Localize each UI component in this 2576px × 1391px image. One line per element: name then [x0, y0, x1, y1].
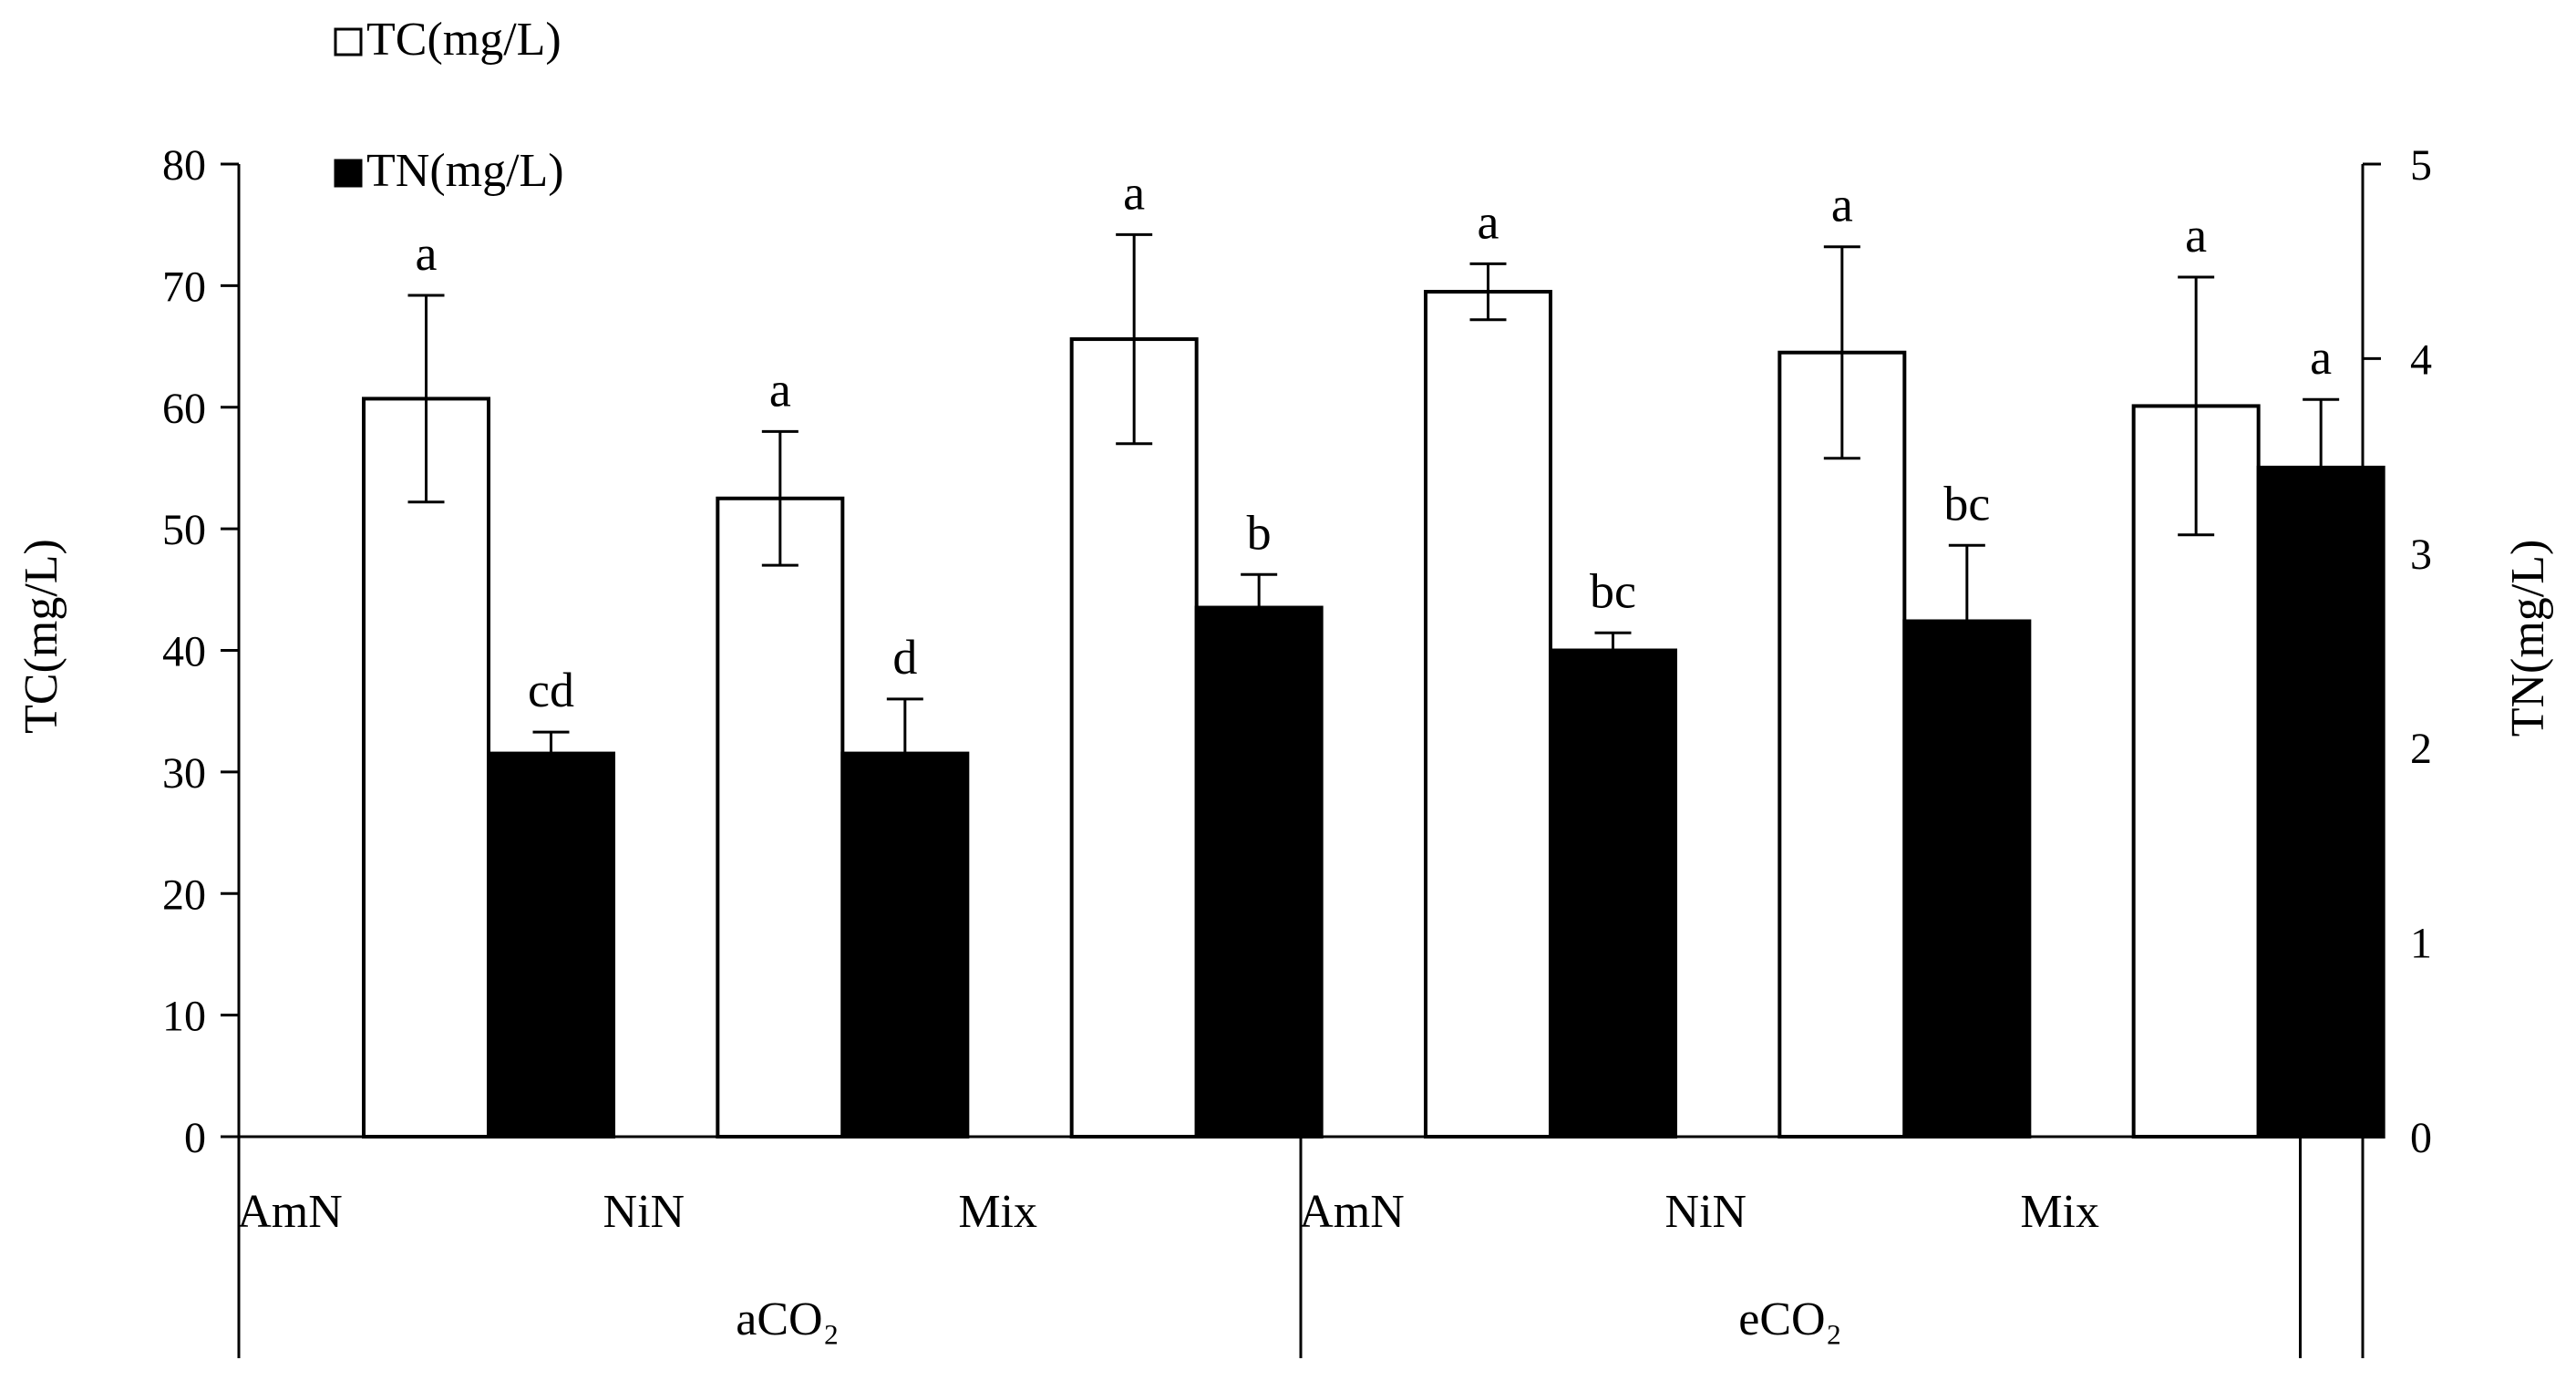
legend-swatch-tc	[334, 27, 363, 57]
y-tick-label-right-4: 4	[2410, 335, 2432, 384]
tn-letter-6: a	[2310, 330, 2332, 385]
group-label-aco2: aCO₂	[736, 1293, 839, 1345]
legend-label-tn: TN(mg/L)	[366, 145, 564, 197]
tn-letter-5: bc	[1943, 476, 1990, 531]
tn-letter-3: b	[1247, 505, 1272, 560]
tn-letter-2: d	[892, 630, 917, 685]
tn-letter-4: bc	[1590, 563, 1636, 618]
tn-bar-3	[1194, 605, 1324, 1139]
tc-letter-2: a	[769, 362, 791, 417]
tc-letter-5: a	[1831, 178, 1853, 232]
y-tick-label-left-70: 70	[162, 263, 206, 311]
tc-bar-5	[1777, 350, 1907, 1139]
tn-letter-1: cd	[528, 663, 574, 717]
tc-bar-2	[716, 496, 845, 1139]
tc-letter-1: a	[416, 226, 438, 281]
significance-letters: a cd a d a b a bc a bc a a	[416, 165, 2333, 717]
tn-bar-2	[840, 751, 970, 1139]
tc-bar-3	[1069, 337, 1199, 1139]
y-tick-label-right-3: 3	[2410, 531, 2432, 579]
y-tick-label-left-30: 30	[162, 749, 206, 798]
legend-swatch-tn	[334, 159, 363, 188]
legend-label-tc: TC(mg/L)	[366, 14, 562, 66]
group-label-eco2: eCO₂	[1738, 1293, 1841, 1345]
tn-bar-6	[2256, 465, 2385, 1139]
y-tick-label-left-40: 40	[162, 628, 206, 676]
category-label-4: AmN	[1299, 1186, 1405, 1238]
y-tick-label-right-5: 5	[2410, 141, 2432, 190]
tc-letter-4: a	[1478, 194, 1499, 249]
y-tick-label-left-0: 0	[184, 1114, 206, 1162]
tick-labels: 0 10 20 30 40 50 60 70 80 0 1 2 3 4 5	[162, 141, 2432, 1162]
y-axis-title-right: TN(mg/L)	[2502, 540, 2554, 737]
tc-bar-4	[1424, 290, 1552, 1139]
tc-letter-6: a	[2185, 208, 2207, 263]
tn-bar-5	[1902, 619, 2032, 1139]
category-label-2: NiN	[603, 1186, 685, 1238]
legend: TC(mg/L) TN(mg/L)	[334, 14, 564, 197]
y-tick-label-left-10: 10	[162, 993, 206, 1041]
y-tick-label-right-2: 2	[2410, 725, 2432, 773]
category-label-6: Mix	[2020, 1186, 2099, 1238]
error-bars	[407, 232, 2340, 809]
y-tick-label-left-20: 20	[162, 871, 206, 919]
y-tick-label-right-0: 0	[2410, 1114, 2432, 1162]
category-labels: AmN NiN Mix AmN NiN Mix	[237, 1186, 2099, 1238]
tn-bar-1	[487, 751, 615, 1139]
category-label-5: NiN	[1665, 1186, 1747, 1238]
tn-bar-4	[1549, 648, 1677, 1139]
y-tick-label-right-1: 1	[2410, 920, 2432, 968]
y-tick-label-left-50: 50	[162, 506, 206, 554]
tc-letter-3: a	[1123, 165, 1145, 220]
tc-bar-1	[362, 397, 490, 1139]
category-label-1: AmN	[237, 1186, 343, 1238]
y-tick-label-left-60: 60	[162, 385, 206, 433]
bars	[362, 290, 2385, 1139]
y-tick-label-left-80: 80	[162, 141, 206, 190]
y-axis-title-left: TC(mg/L)	[15, 539, 67, 734]
category-label-3: Mix	[958, 1186, 1037, 1238]
